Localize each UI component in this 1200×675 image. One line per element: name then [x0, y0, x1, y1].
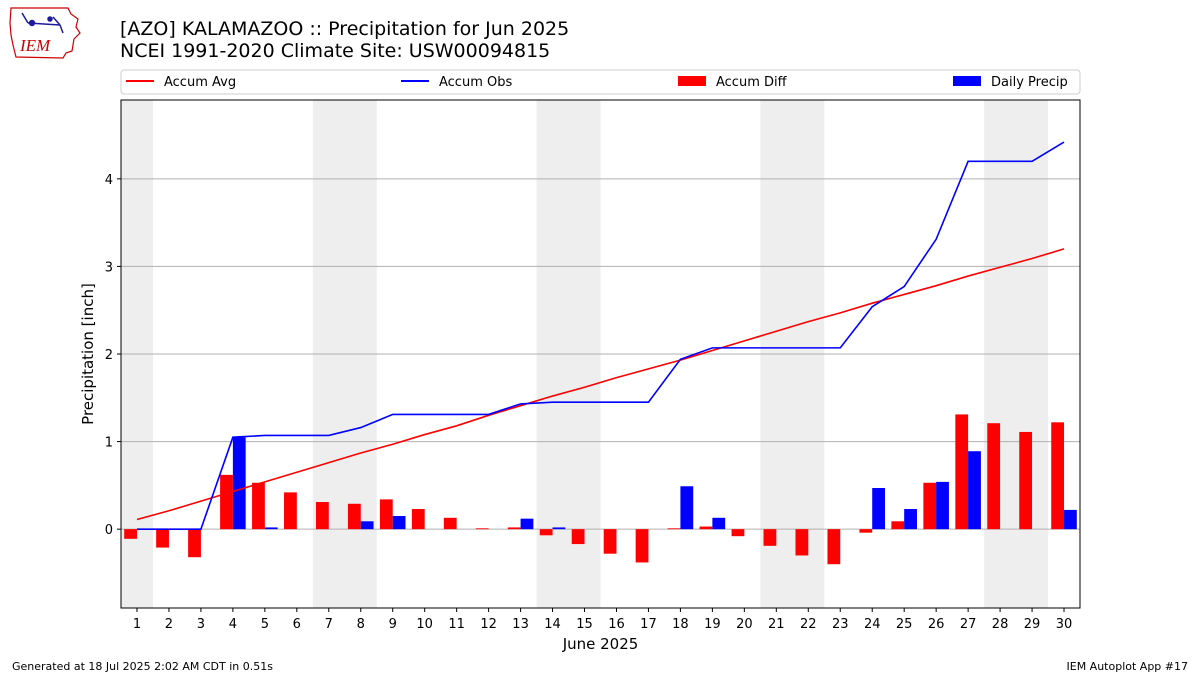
accum-diff-bar — [987, 423, 1001, 530]
iem-logo: IEM — [8, 5, 82, 61]
x-tick-label: 15 — [576, 617, 593, 632]
accum-diff-bar — [859, 529, 873, 533]
accum-obs-line — [136, 141, 1065, 530]
x-tick-label: 5 — [261, 617, 269, 632]
accum-diff-bar — [124, 529, 137, 539]
x-tick-label: 19 — [704, 617, 721, 632]
chart-title: [AZO] KALAMAZOO :: Precipitation for Jun… — [120, 18, 570, 40]
x-tick-label: 26 — [928, 617, 945, 632]
accum-diff-bar — [220, 474, 233, 530]
x-tick-label: 4 — [229, 617, 237, 632]
legend-label: Accum Obs — [439, 75, 512, 90]
daily-precip-bar — [360, 521, 374, 530]
accum-diff-bar — [827, 529, 841, 565]
daily-precip-bar — [520, 518, 534, 530]
accum-diff-bar — [315, 502, 329, 530]
accum-diff-bar — [955, 414, 969, 530]
x-tick-label: 17 — [640, 617, 657, 632]
y-tick-label: 3 — [105, 260, 113, 275]
iowa-outline-icon — [9, 7, 81, 59]
accum-diff-bar — [923, 482, 937, 530]
accum-diff-bar — [1051, 422, 1065, 530]
y-tick-label: 1 — [105, 436, 113, 451]
app-note: IEM Autoplot App #17 — [1066, 660, 1189, 673]
accum-diff-bar — [475, 528, 489, 530]
x-tick-label: 12 — [480, 617, 497, 632]
accum-diff-bar — [571, 529, 585, 545]
x-tick-label: 10 — [416, 617, 433, 632]
daily-precip-bar — [968, 451, 981, 530]
accum-diff-bar — [763, 529, 777, 546]
chart-subtitle: NCEI 1991-2020 Climate Site: USW00094815 — [120, 40, 551, 62]
accum-diff-bar — [891, 521, 905, 530]
legend-bar-swatch — [953, 76, 981, 86]
daily-precip-bar — [264, 527, 278, 530]
accum-diff-bar — [667, 528, 681, 530]
legend-label: Accum Diff — [716, 75, 788, 90]
accum-diff-bar — [188, 529, 201, 558]
generated-note: Generated at 18 Jul 2025 2:02 AM CDT in … — [12, 660, 273, 673]
accum-diff-bar — [603, 529, 617, 554]
accum-diff-bar — [635, 529, 649, 563]
accum-diff-bar — [443, 517, 457, 530]
accum-avg-line — [136, 248, 1065, 521]
daily-precip-bar — [1064, 509, 1077, 530]
daily-precip-bar — [904, 509, 917, 530]
x-tick-label: 3 — [197, 617, 205, 632]
accum-diff-bar — [284, 492, 297, 530]
accum-diff-bar — [411, 509, 425, 530]
daily-precip-bar — [872, 488, 886, 530]
daily-precip-bar — [392, 516, 406, 530]
x-tick-label: 2 — [165, 617, 173, 632]
x-tick-label: 9 — [389, 617, 397, 632]
x-tick-label: 25 — [896, 617, 913, 632]
x-tick-label: 16 — [608, 617, 625, 632]
y-tick-label: 4 — [105, 173, 113, 188]
accum-diff-bar — [795, 529, 809, 556]
accum-diff-bar — [379, 499, 393, 530]
legend-box — [120, 69, 1081, 95]
x-tick-label: 1 — [133, 617, 141, 632]
legend-bar-swatch — [678, 76, 706, 86]
x-tick-label: 8 — [357, 617, 365, 632]
x-tick-label: 6 — [293, 617, 301, 632]
accum-diff-bar — [507, 527, 521, 530]
daily-precip-bar — [552, 527, 566, 530]
daily-precip-bar — [936, 481, 949, 530]
x-tick-label: 7 — [325, 617, 333, 632]
accum-diff-bar — [731, 529, 745, 537]
x-tick-label: 30 — [1056, 617, 1073, 632]
x-tick-label: 11 — [448, 617, 465, 632]
y-tick-label: 0 — [105, 523, 113, 538]
x-tick-label: 18 — [672, 617, 689, 632]
x-tick-label: 20 — [736, 617, 753, 632]
x-tick-label: 22 — [800, 617, 817, 632]
x-axis-label: June 2025 — [562, 635, 639, 653]
x-tick-label: 14 — [544, 617, 561, 632]
x-tick-label: 21 — [768, 617, 785, 632]
x-tick-label: 23 — [832, 617, 849, 632]
y-axis-label: Precipitation [inch] — [79, 283, 97, 425]
accum-diff-bar — [1019, 431, 1033, 530]
x-tick-label: 24 — [864, 617, 881, 632]
y-tick-label: 2 — [105, 348, 113, 363]
x-tick-label: 28 — [992, 617, 1009, 632]
accum-diff-bar — [252, 482, 265, 530]
accum-diff-bar — [347, 503, 361, 530]
daily-precip-bar — [232, 437, 246, 530]
logo-text: IEM — [19, 36, 51, 55]
x-tick-label: 27 — [960, 617, 977, 632]
x-tick-label: 29 — [1024, 617, 1041, 632]
x-tick-label: 13 — [512, 617, 529, 632]
accum-diff-bar — [539, 529, 553, 536]
legend-label: Accum Avg — [164, 75, 236, 90]
daily-precip-bar — [680, 486, 694, 530]
accum-diff-bar — [156, 529, 169, 548]
accum-diff-bar — [699, 526, 713, 530]
daily-precip-bar — [712, 517, 726, 530]
weather-station-icon — [21, 12, 64, 34]
legend-label: Daily Precip — [991, 75, 1068, 90]
